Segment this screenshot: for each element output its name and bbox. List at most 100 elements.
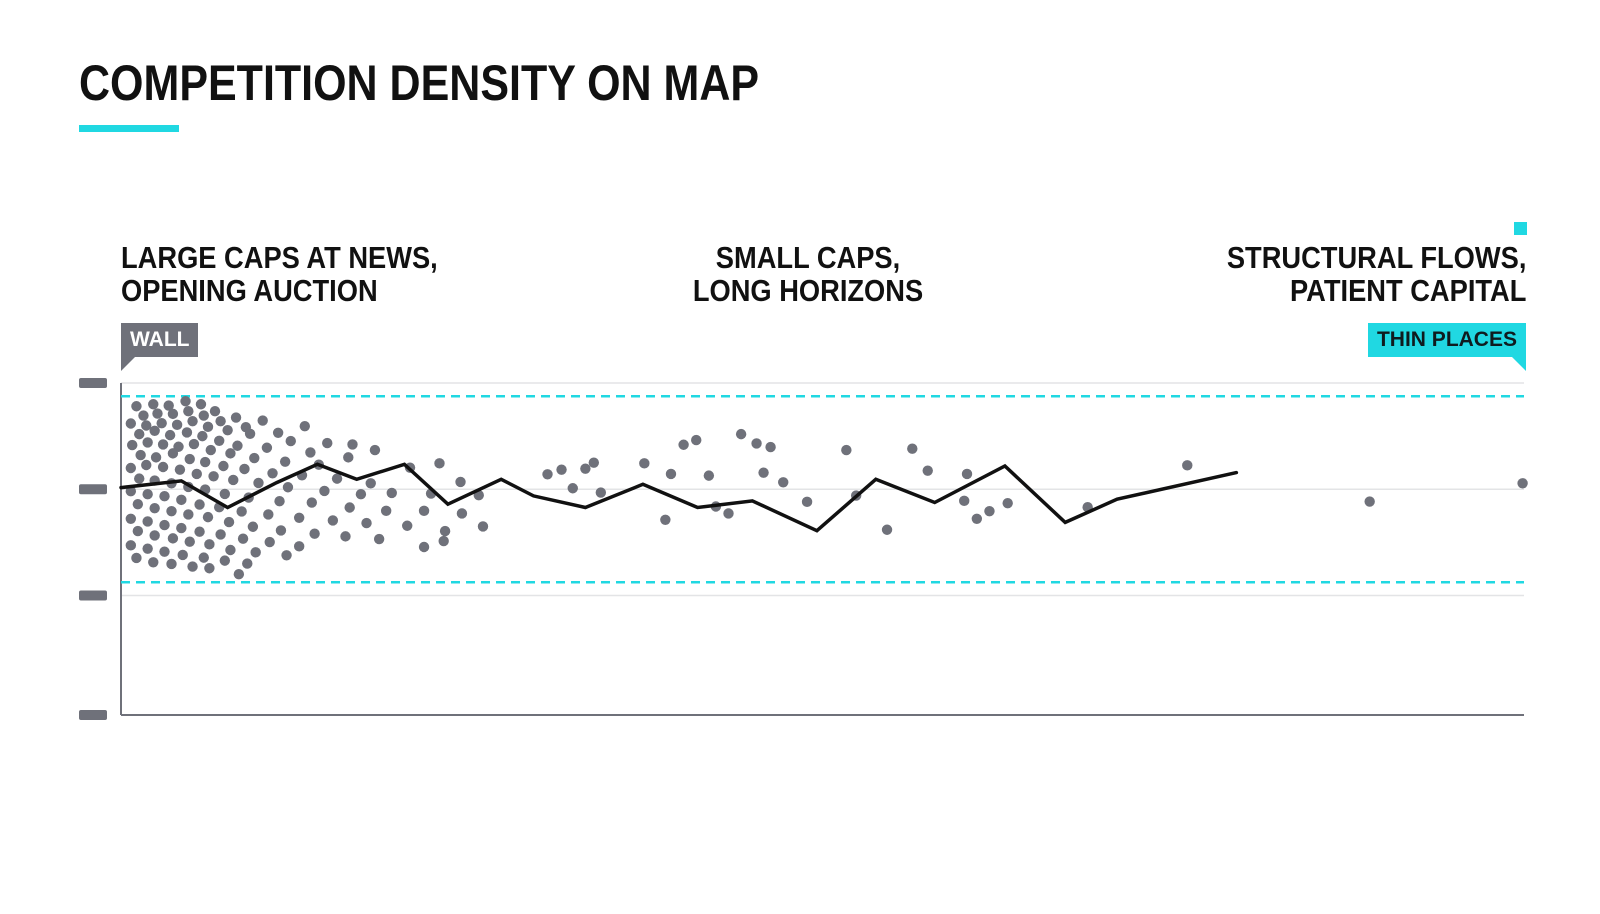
competition-dot [202,421,214,433]
competition-dot [195,399,207,410]
competition-dot [132,525,144,537]
competition-dot [167,408,179,420]
competition-dot [177,549,188,561]
zone-label-right: STRUCTURAL FLOWS, PATIENT CAPITAL [1226,240,1526,308]
competition-dot [244,428,256,439]
competition-dot [194,499,205,510]
competition-dot [588,457,600,468]
competition-dot [242,558,253,569]
competition-dot [125,513,137,524]
competition-dot [157,461,169,473]
competition-dot [293,541,305,552]
competition-dot [149,502,160,514]
competition-dot [959,495,970,507]
competition-dot [184,453,195,465]
competition-dot [439,525,451,537]
competition-dot [157,439,169,450]
competition-dot [163,400,174,411]
competition-dot [274,495,285,507]
competition-dot [197,430,208,442]
competition-dot [148,557,159,568]
competition-dot [134,473,145,484]
competition-dot [322,437,333,449]
competition-dot [230,412,242,423]
competition-dot [166,558,177,570]
y-tick-mark [79,590,107,601]
competition-dot [595,487,607,498]
competition-dot [239,463,250,475]
competition-dot [187,561,198,572]
competition-dot [159,519,170,531]
competition-dot [293,512,305,523]
competition-dot [125,462,137,474]
competition-dot [204,539,215,550]
competition-dot [194,526,205,537]
competition-dot [556,464,567,475]
competition-dot [279,456,291,467]
competition-dot [142,437,153,448]
competition-dot [665,468,677,480]
y-tick-mark [79,378,107,388]
competition-dot [285,435,296,447]
competition-dot [187,415,198,427]
zone-label-middle: SMALL CAPS, LONG HORIZONS [692,240,924,308]
competition-dot [149,425,160,437]
competition-dot [215,529,226,540]
competition-dot [191,468,202,480]
competition-dot [135,449,146,461]
competition-dot [402,520,413,531]
competition-dot [344,502,355,513]
competition-dot [131,401,142,412]
competition-dot [477,521,489,532]
competition-dot [703,470,715,481]
competition-dot [438,535,449,547]
competition-dot [347,439,358,450]
competition-dot [1517,478,1528,489]
competition-dot [141,459,152,471]
competition-dot [167,448,179,459]
competition-dot [305,447,316,458]
competition-dot [1002,497,1013,509]
competition-dot [961,468,973,480]
competition-dot [225,448,236,459]
competition-dot [183,509,194,520]
competition-dot [184,536,195,547]
competition-dot [249,452,260,464]
competition-dot [306,497,318,508]
competition-dot [142,543,153,554]
competition-dot [418,505,430,517]
competition-dot [567,483,578,494]
competition-dot [180,396,191,407]
wall-tag: WALL [121,323,199,357]
competition-dot [159,546,170,557]
competition-dot [735,428,747,440]
competition-dot [455,476,466,488]
competition-dot [232,440,243,451]
competition-dot [166,505,177,517]
competition-dot [174,464,186,475]
competition-dot [228,474,239,486]
y-tick-mark [79,484,107,495]
competition-dot [386,487,397,499]
competition-dot [971,513,983,524]
competition-dot [434,458,445,469]
competition-dot [223,516,235,528]
competition-dot [250,547,261,558]
competition-dot [237,533,249,544]
competition-dot [309,528,320,539]
competition-dot [149,530,160,541]
competition-dot [263,509,274,520]
competition-dot [765,441,776,453]
competition-dot [678,439,689,450]
competition-dot [205,444,216,456]
competition-dot [209,406,221,417]
competition-dot [159,491,170,502]
competition-dot [142,516,153,527]
competition-dot [225,544,236,556]
competition-dot [132,498,144,510]
thin-places-tag-pointer [1512,357,1526,371]
competition-dot [343,452,354,463]
competition-dot [801,496,813,508]
competition-dot [691,434,702,446]
